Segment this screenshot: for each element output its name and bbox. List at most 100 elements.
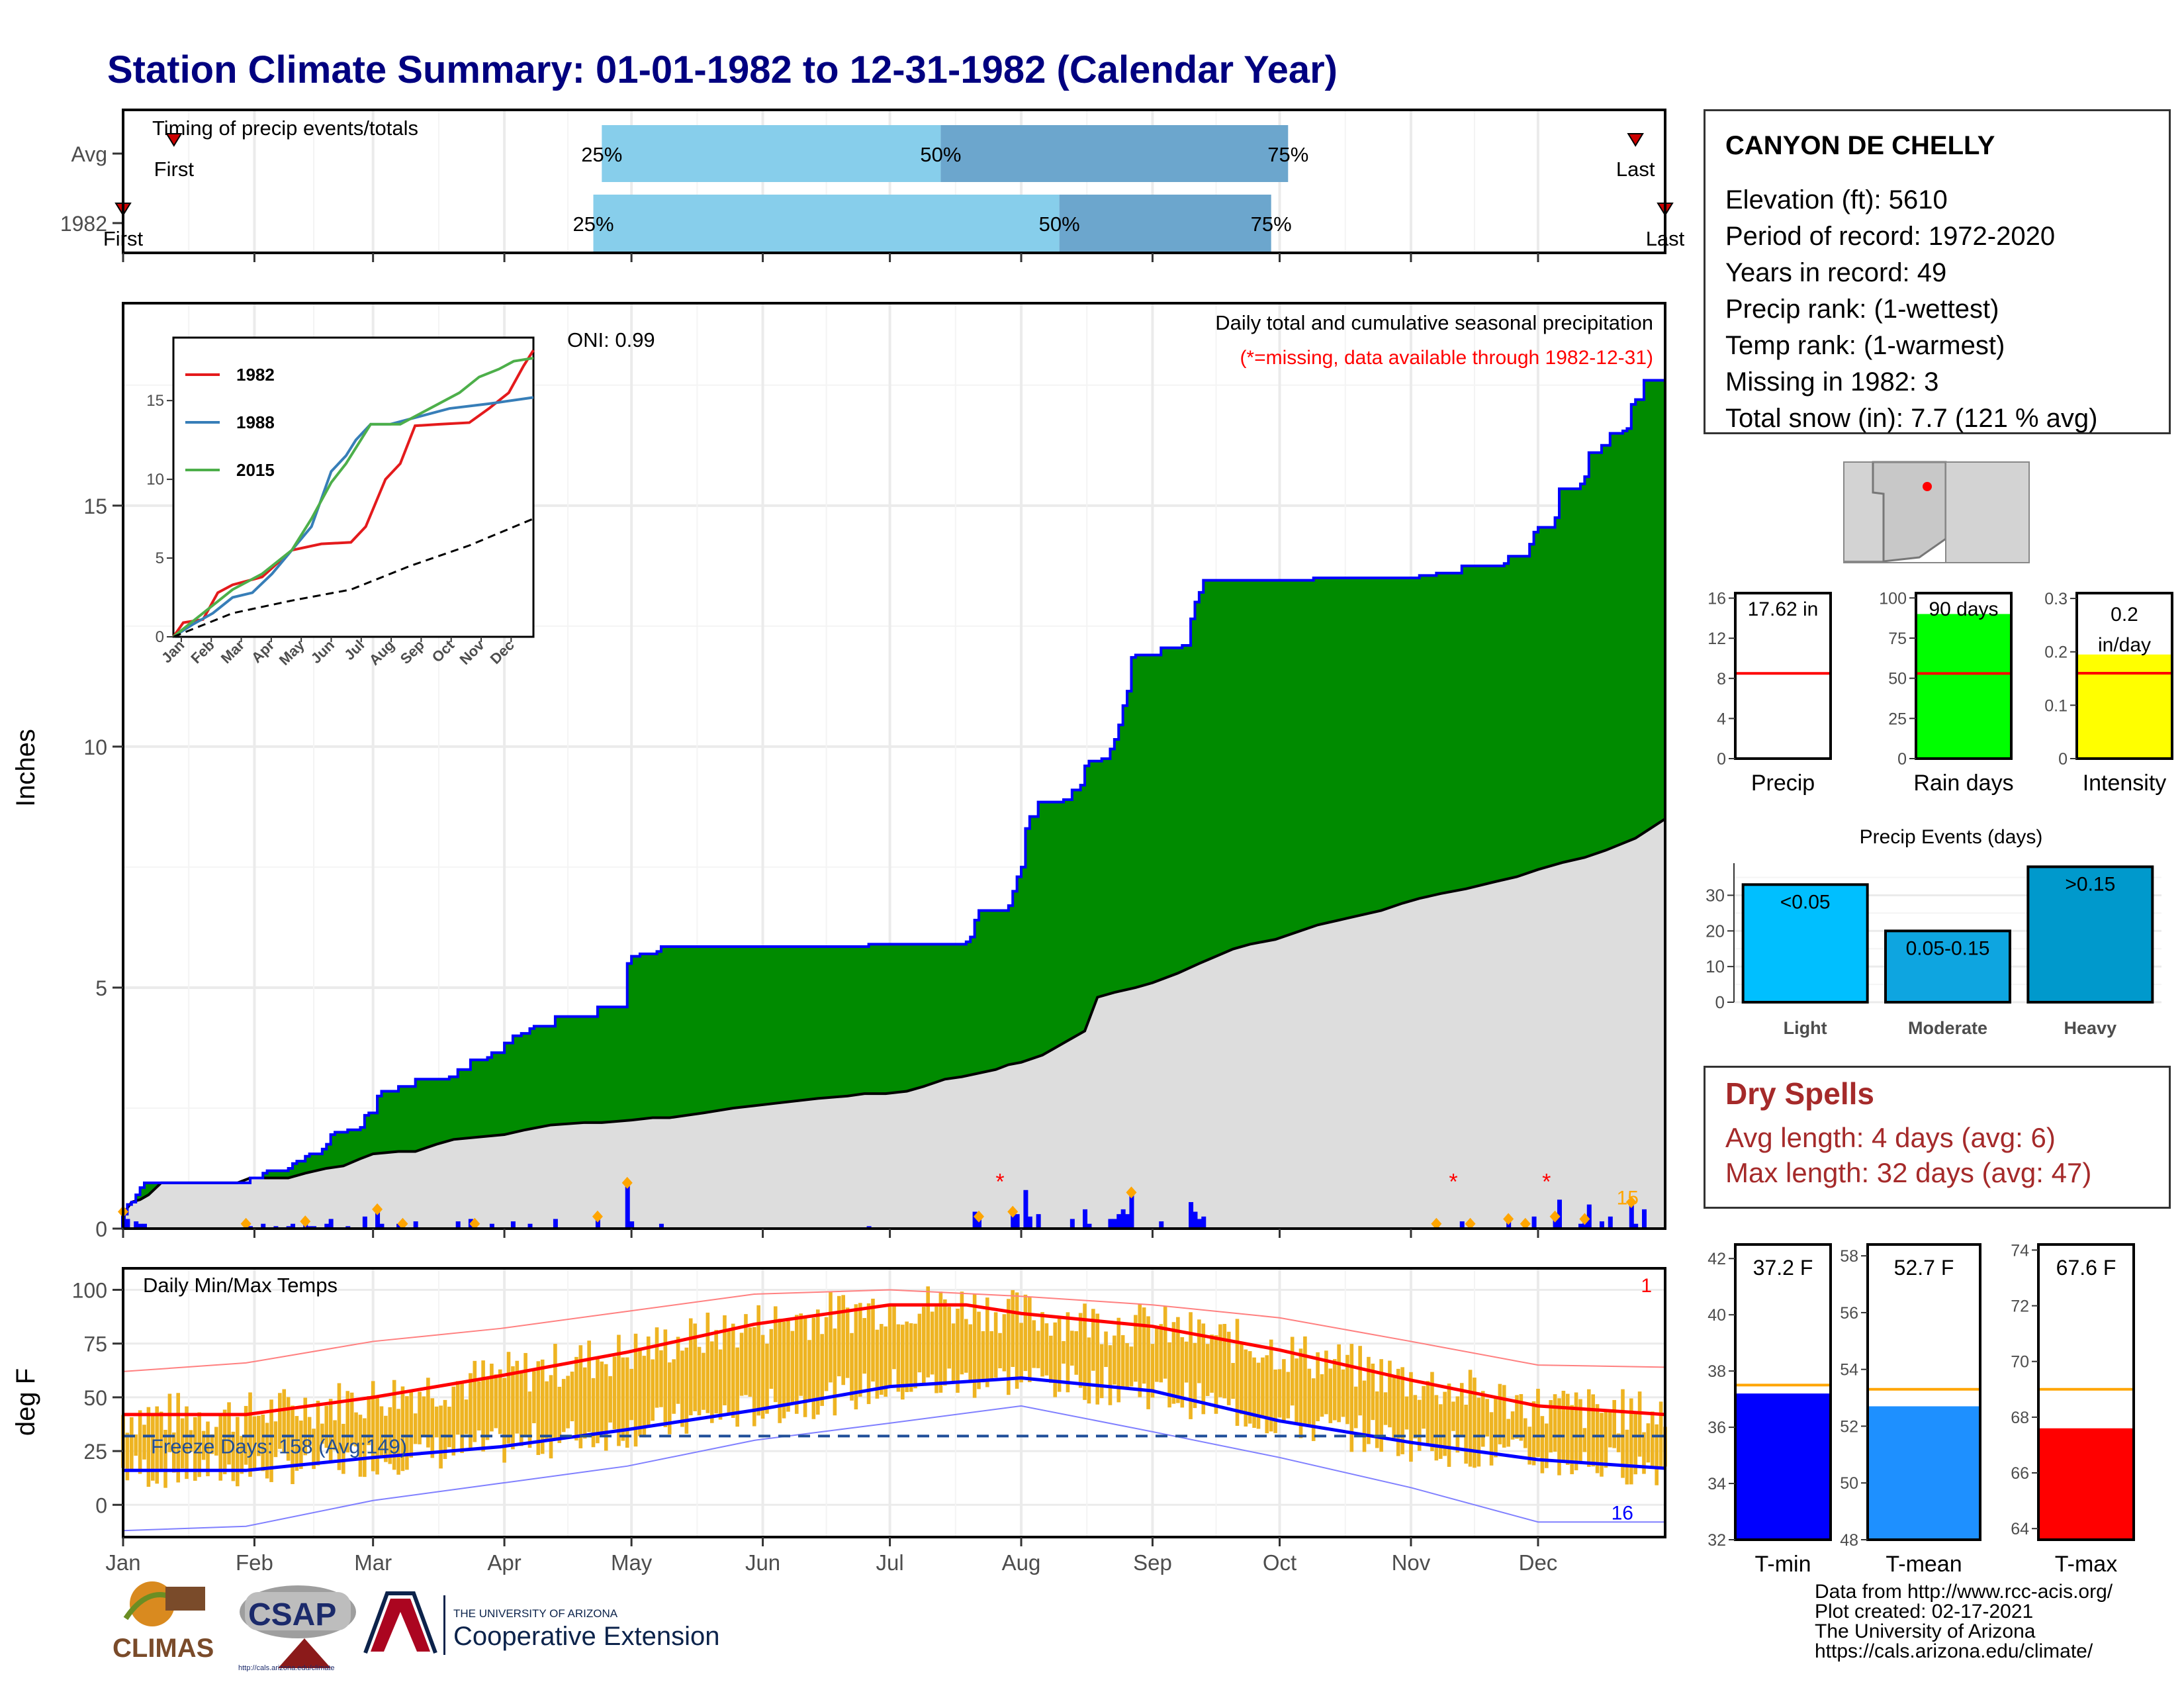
mini-value-bar: [2038, 1428, 2134, 1540]
mini-y-tick-label: 54: [1840, 1361, 1858, 1380]
daily-precip-bar: [1011, 1214, 1016, 1229]
mini-y-tick-label: 8: [1717, 670, 1726, 688]
daily-temp-bar: [985, 1297, 989, 1387]
daily-temp-bar: [1184, 1341, 1189, 1383]
last-event-label: Last: [1616, 158, 1655, 181]
snow-marker: [1431, 1217, 1442, 1230]
precip-annotation: Daily total and cumulative seasonal prec…: [1215, 311, 1653, 334]
mini-frame: [1866, 1243, 1981, 1541]
daily-precip-bar: [553, 1219, 558, 1229]
x-tick-label: Mar: [354, 1550, 392, 1575]
mini-y-tick-label: 70: [2011, 1353, 2029, 1372]
x-tick-label: Aug: [1002, 1550, 1041, 1575]
daily-temp-bar: [735, 1347, 739, 1427]
daily-temp-bar: [134, 1434, 138, 1456]
daily-temp-bar: [1540, 1416, 1545, 1474]
x-tick-label: Feb: [236, 1550, 273, 1575]
daily-temp-bar: [1193, 1342, 1197, 1409]
daily-temp-bar: [261, 1414, 265, 1472]
inset-y-tick-label: 5: [156, 549, 164, 567]
daily-temp-bar: [422, 1396, 426, 1437]
daily-temp-bar: [1316, 1352, 1320, 1421]
daily-precip-bar: [1116, 1214, 1122, 1229]
daily-temp-bar: [1295, 1358, 1298, 1424]
snow-marker: [1126, 1186, 1137, 1199]
daily-temp-bar: [794, 1315, 799, 1414]
timing-pct-label: 25%: [572, 212, 614, 236]
mini-y-tick-label: 38: [1707, 1362, 1726, 1381]
mini-y-tick-label: 25: [1888, 710, 1907, 728]
daily-temp-bar: [1443, 1391, 1447, 1456]
daily-temp-bar: [1273, 1369, 1277, 1433]
daily-temp-bar: [850, 1333, 854, 1401]
daily-precip-bar: [413, 1221, 418, 1229]
daily-temp-bar: [1180, 1337, 1185, 1408]
daily-temp-bar: [1353, 1386, 1358, 1429]
y-tick-label: 50: [83, 1386, 107, 1410]
events-y-tick-label: 30: [1706, 885, 1725, 905]
daily-temp-bar: [968, 1324, 973, 1383]
daily-precip-bar: [1197, 1219, 1202, 1229]
daily-temp-bar: [574, 1356, 578, 1441]
daily-temp-bar: [591, 1378, 596, 1448]
daily-temp-bar: [269, 1399, 273, 1482]
daily-temp-bar: [1506, 1419, 1510, 1447]
daily-temp-bar: [515, 1360, 520, 1434]
daily-temp-bar: [1023, 1294, 1028, 1372]
daily-temp-bar: [1586, 1389, 1591, 1467]
daily-temp-bar: [672, 1359, 676, 1414]
daily-temp-bar: [265, 1423, 269, 1479]
timing-row-label: Avg: [71, 142, 107, 166]
daily-temp-bar: [1002, 1314, 1007, 1372]
timing-bar-50-75: [940, 125, 1289, 182]
daily-temp-bar: [1070, 1331, 1074, 1366]
climas-logo: CLIMAS: [113, 1581, 214, 1663]
events-bar: [2026, 865, 2154, 1004]
daily-precip-bar: [138, 1223, 143, 1229]
x-tick-label: Dec: [1519, 1550, 1558, 1575]
daily-temp-bar: [1549, 1400, 1553, 1453]
avg-min-line: [123, 1376, 1666, 1472]
daily-temp-bar: [917, 1313, 922, 1373]
daily-precip-bar: [659, 1223, 664, 1229]
snow-marker: [1520, 1217, 1531, 1230]
daily-temp-bar: [1578, 1399, 1582, 1462]
y-tick-label: 5: [95, 976, 107, 1000]
daily-temp-bar: [481, 1360, 485, 1452]
mini-y-tick-label: 0: [1897, 750, 1907, 769]
daily-temp-bar: [655, 1327, 659, 1408]
daily-temp-bar: [1104, 1331, 1108, 1368]
daily-temp-bar: [1434, 1395, 1439, 1461]
x-tick-label: Oct: [1263, 1550, 1297, 1575]
daily-temp-bar: [773, 1306, 778, 1403]
daily-temp-bar: [1561, 1390, 1566, 1462]
mini-y-tick-label: 68: [2011, 1409, 2029, 1427]
daily-temp-bar: [1349, 1344, 1354, 1452]
daily-precip-bar: [1578, 1223, 1583, 1229]
events-y-tick-label: 20: [1706, 921, 1725, 941]
daily-temp-bar: [218, 1415, 223, 1481]
daily-temp-bar: [688, 1318, 693, 1416]
daily-temp-bar: [282, 1389, 287, 1453]
daily-temp-bar: [341, 1423, 345, 1474]
daily-temp-bar: [824, 1317, 829, 1391]
oni-label: ONI: 0.99: [567, 328, 655, 352]
daily-temp-bar: [1430, 1372, 1434, 1452]
daily-temp-bar: [506, 1352, 511, 1444]
first-event-label: First: [154, 158, 195, 181]
daily-temp-bar: [1426, 1381, 1430, 1444]
mini-category-label: Intensity: [2083, 771, 2167, 796]
daily-temp-bar: [930, 1311, 934, 1375]
record-low-count: 16: [1612, 1503, 1633, 1524]
snow-marker: [1549, 1210, 1561, 1223]
mini-category-label: Precip: [1751, 771, 1815, 796]
daily-temp-bar: [180, 1418, 185, 1469]
snow-marker: [974, 1210, 985, 1223]
daily-precip-bar: [1506, 1221, 1512, 1229]
clip-spacer: [0, 111, 122, 138]
mini-frame: [2037, 1243, 2135, 1541]
daily-temp-bar: [1028, 1297, 1032, 1382]
daily-temp-bar: [663, 1329, 668, 1427]
daily-temp-bar: [718, 1349, 723, 1420]
